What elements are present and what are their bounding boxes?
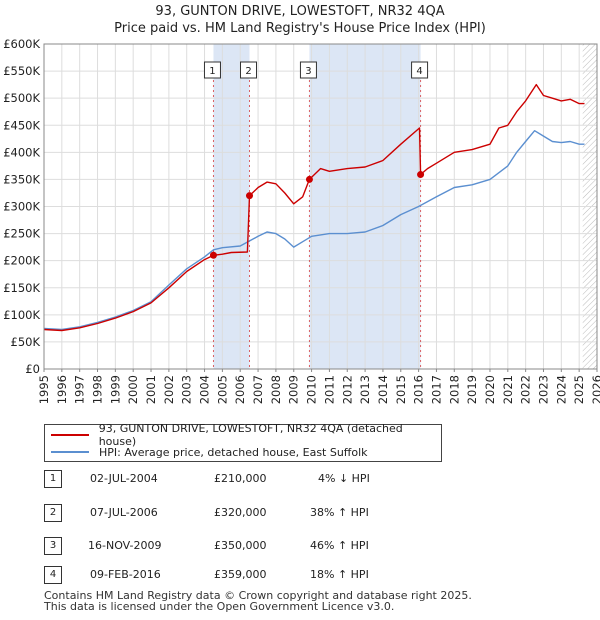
hpi-line [43, 130, 585, 331]
x-tick-label: 1999 [108, 375, 122, 404]
sale-point [305, 175, 313, 183]
x-tick-label: 2005 [215, 375, 229, 404]
sale-point [417, 171, 425, 179]
y-tick-label: £500K [3, 91, 40, 105]
x-tick-label: 2000 [126, 375, 140, 404]
property-price-line [43, 83, 585, 332]
x-tick-label: 2022 [519, 375, 533, 404]
x-tick-label: 1995 [37, 375, 51, 404]
transaction-price: £320,000 [214, 506, 267, 519]
transaction-price: £210,000 [214, 472, 267, 485]
legend-item-hpi: HPI: Average price, detached house, East… [45, 444, 368, 460]
marker-badge [411, 61, 429, 79]
transaction-badge: 1 [44, 470, 62, 488]
x-tick-label: 2020 [483, 375, 497, 404]
x-tick-label: 2018 [447, 375, 461, 404]
table-row: 4 09-FEB-2016 £359,000 18% ↑ HPI [44, 566, 444, 584]
x-tick-label: 2006 [233, 375, 247, 404]
x-tick-label: 2015 [394, 375, 408, 404]
transaction-date: 07-JUL-2006 [90, 506, 158, 519]
y-tick-label: £250K [3, 227, 40, 241]
y-tick-label: £200K [3, 254, 40, 268]
transaction-date: 02-JUL-2004 [90, 472, 158, 485]
x-tick-label: 1998 [91, 375, 105, 404]
transaction-hpi: 46% ↑ HPI [310, 539, 369, 552]
x-tick-label: 2023 [536, 375, 550, 404]
x-tick-label: 2011 [322, 375, 336, 404]
marker-badge [299, 61, 317, 79]
transaction-hpi: 4% ↓ HPI [318, 472, 370, 485]
transaction-badge: 2 [44, 504, 62, 522]
y-tick-label: £300K [3, 200, 40, 214]
marker-badge-label: 2 [245, 66, 251, 77]
y-tick-label: £50K [11, 335, 41, 349]
marker-badge-label: 1 [209, 66, 215, 77]
footer-license: This data is licensed under the Open Gov… [44, 600, 395, 613]
plot-frame [43, 43, 598, 370]
x-tick-label: 2008 [269, 375, 283, 404]
x-tick-label: 2009 [287, 375, 301, 404]
x-tick-label: 2017 [429, 375, 443, 404]
table-row: 1 02-JUL-2004 £210,000 4% ↓ HPI [44, 470, 444, 488]
y-tick-label: £350K [3, 172, 40, 186]
table-row: 3 16-NOV-2009 £350,000 46% ↑ HPI [44, 537, 444, 555]
x-tick-label: 2026 [590, 375, 600, 404]
x-tick-label: 2025 [572, 375, 586, 404]
legend-item-property: 93, GUNTON DRIVE, LOWESTOFT, NR32 4QA (d… [45, 422, 441, 448]
x-tick-label: 1997 [73, 375, 87, 404]
x-tick-label: 2019 [465, 375, 479, 404]
marker-badge [240, 61, 258, 79]
footer: Contains HM Land Registry data © Crown c… [44, 590, 472, 612]
transaction-price: £350,000 [214, 539, 267, 552]
y-tick-label: £450K [3, 118, 40, 132]
legend-label-property: 93, GUNTON DRIVE, LOWESTOFT, NR32 4QA (d… [98, 422, 403, 448]
x-tick-label: 2003 [180, 375, 194, 404]
x-tick-label: 2001 [144, 375, 158, 404]
price-chart: 1 2 3 4 £0 £50K £100K £150K £200K £250K £300K £350K… [3, 37, 600, 404]
legend: 93, GUNTON DRIVE, LOWESTOFT, NR32 4QA (d… [44, 422, 442, 462]
legend-label-hpi: HPI: Average price, detached house, East… [99, 445, 368, 459]
transaction-date: 16-NOV-2009 [88, 539, 162, 552]
y-tick-label: £400K [3, 145, 40, 159]
legend-swatch-property [51, 434, 89, 436]
x-tick-label: 2012 [340, 375, 354, 404]
transaction-badge: 4 [44, 566, 62, 584]
x-tick-label: 2010 [305, 375, 319, 404]
y-tick-label: £0 [25, 362, 40, 376]
transaction-hpi: 18% ↑ HPI [310, 568, 369, 581]
y-tick-label: £150K [3, 281, 40, 295]
x-tick-label: 2013 [358, 375, 372, 404]
marker-badge-label: 3 [305, 66, 311, 77]
transaction-date: 09-FEB-2016 [90, 568, 161, 581]
y-tick-label: £600K [3, 37, 40, 51]
transaction-badge: 3 [44, 537, 62, 555]
x-tick-label: 2021 [501, 375, 515, 404]
sale-point [209, 251, 217, 259]
x-tick-label: 1996 [55, 375, 69, 404]
x-tick-label: 2014 [376, 375, 390, 404]
chart-title: 93, GUNTON DRIVE, LOWESTOFT, NR32 4QA [155, 4, 445, 19]
y-tick-label: £550K [3, 64, 40, 78]
footer-copyright: Contains HM Land Registry data © Crown c… [44, 589, 472, 602]
marker-badge-label: 4 [416, 66, 422, 77]
x-tick-label: 2024 [554, 375, 568, 404]
x-tick-label: 2016 [412, 375, 426, 404]
y-tick-label: £100K [3, 308, 40, 322]
x-tick-label: 2007 [251, 375, 265, 404]
transaction-price: £359,000 [214, 568, 267, 581]
x-tick-label: 2004 [198, 375, 212, 404]
chart-subtitle: Price paid vs. HM Land Registry's House … [114, 21, 486, 36]
sale-point [246, 192, 254, 200]
transaction-hpi: 38% ↑ HPI [310, 506, 369, 519]
x-tick-label: 2002 [162, 375, 176, 404]
marker-badge [203, 61, 221, 79]
legend-swatch-hpi [51, 451, 89, 453]
table-row: 2 07-JUL-2006 £320,000 38% ↑ HPI [44, 504, 444, 522]
